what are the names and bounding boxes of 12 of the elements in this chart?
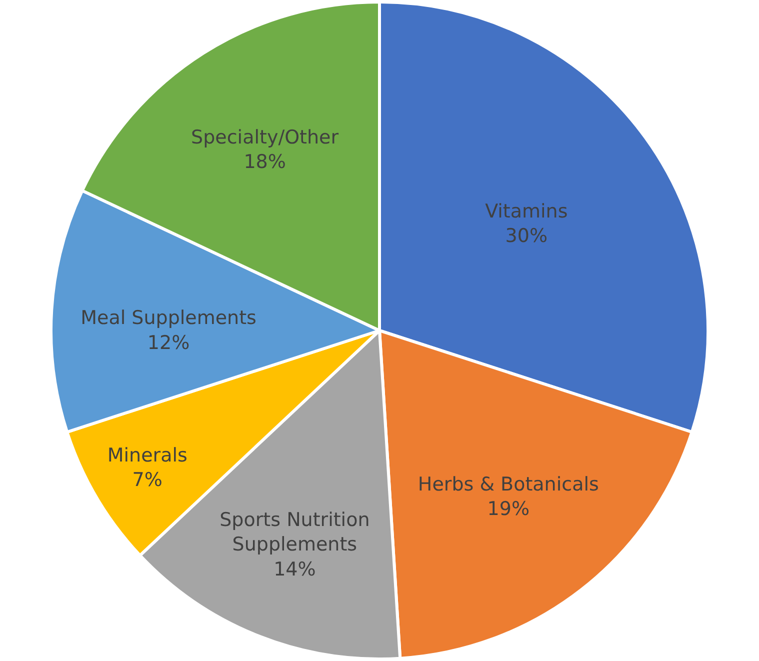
slice-label: Sports Nutrition Supplements: [220, 509, 370, 556]
slice-label: Meal Supplements: [80, 307, 256, 330]
data-label: 19%: [487, 498, 530, 520]
slice-label: Herbs & Botanicals: [418, 473, 599, 496]
data-label: 12%: [147, 332, 190, 354]
data-label: 7%: [132, 469, 162, 492]
slice-label: Minerals: [107, 444, 188, 466]
data-label: 18%: [244, 151, 286, 174]
data-label: 14%: [274, 558, 316, 580]
slice-label: Specialty/Other: [191, 126, 339, 149]
slice-label: Vitamins: [485, 200, 568, 222]
data-label: 30%: [505, 225, 548, 248]
